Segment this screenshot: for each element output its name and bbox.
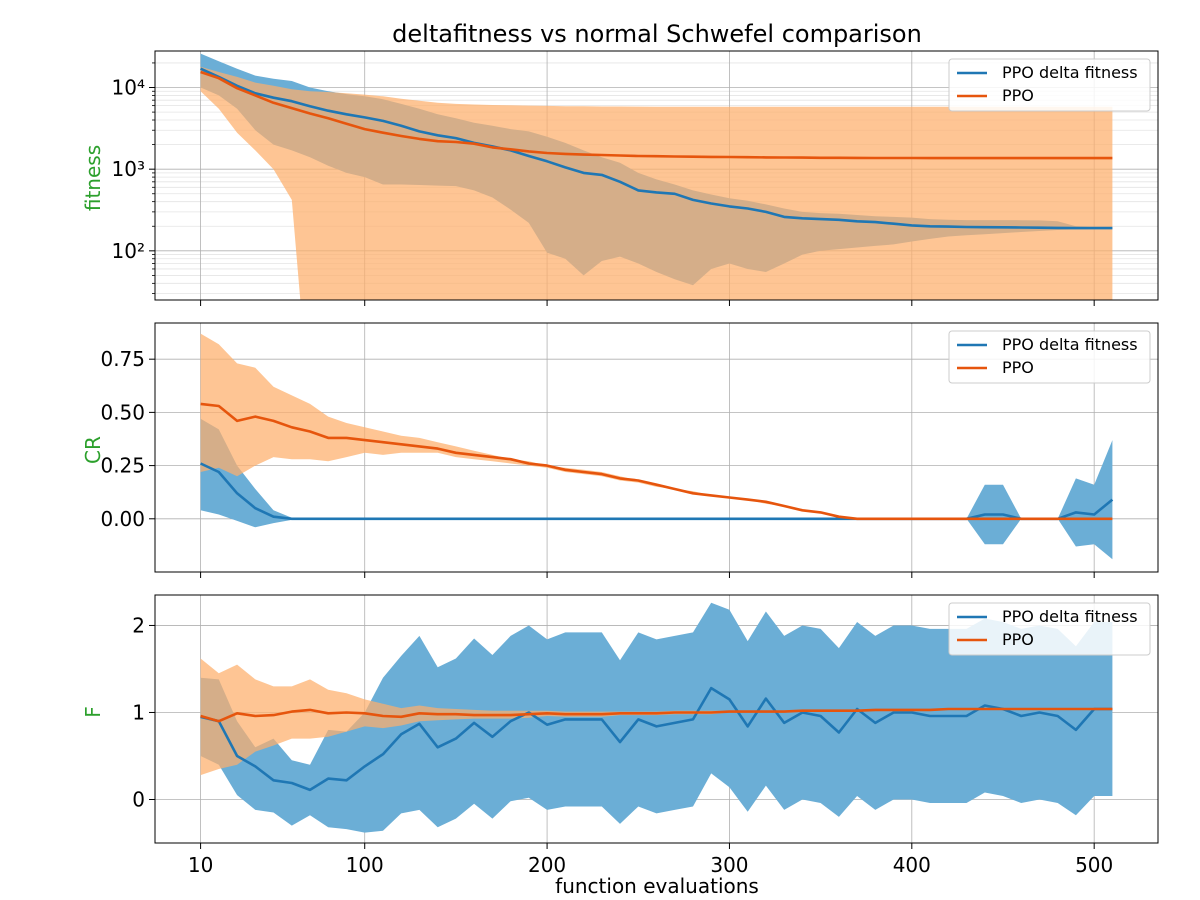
- y-tick-label: 10³: [112, 157, 145, 181]
- y-tick-label: 1: [132, 700, 145, 724]
- plot-area: [200, 333, 1114, 560]
- plot-area: [200, 53, 1113, 300]
- y-axis-label: CR: [81, 436, 105, 464]
- y-tick-label: 10²: [112, 239, 145, 263]
- legend-label: PPO: [1002, 630, 1034, 649]
- y-tick-label: 0.25: [100, 454, 145, 478]
- y-tick-label: 0.75: [100, 347, 145, 371]
- plot-frame: [154, 322, 1159, 573]
- line-ppo: [200, 402, 1113, 521]
- legend: PPO delta fitness PPO: [948, 58, 1151, 112]
- y-tick-label: 0: [132, 787, 145, 811]
- y-axis-label: F: [81, 706, 105, 718]
- x-tick-label: 500: [1075, 853, 1113, 877]
- legend-label: PPO delta fitness: [1002, 607, 1138, 626]
- legend-label: PPO: [1002, 358, 1034, 377]
- line-ppo-delta-fitness: [200, 686, 1113, 792]
- legend: PPO delta fitness PPO: [948, 330, 1151, 384]
- plot-frame: [154, 50, 1159, 301]
- y-tick-label: 0.00: [100, 507, 145, 531]
- x-tick-label: 300: [710, 853, 748, 877]
- line-ppo: [200, 707, 1113, 723]
- x-tick-label: 10: [188, 853, 213, 877]
- legend-box: [948, 58, 1151, 112]
- legend-label: PPO delta fitness: [1002, 335, 1138, 354]
- y-tick-label: 2: [132, 613, 145, 637]
- plot-frame: [154, 594, 1159, 844]
- legend: PPO delta fitness PPO: [948, 602, 1151, 656]
- y-tick-label: 0.50: [100, 400, 145, 424]
- x-tick-label: 400: [893, 853, 931, 877]
- chart-title: deltafitness vs normal Schwefel comparis…: [392, 20, 922, 48]
- x-tick-label: 200: [528, 853, 566, 877]
- legend-label: PPO delta fitness: [1002, 63, 1138, 82]
- subplot-cr: 0.00 0.25 0.50 0.75 CR PPO delta fitness PPO: [81, 322, 1159, 578]
- subplot-fitness: 10² 10³ 10⁴ fitness PPO delta fitness PPO: [81, 50, 1159, 306]
- band-ppo-delta-fitness: [200, 602, 1113, 833]
- x-axis-label: function evaluations: [555, 874, 759, 898]
- band-ppo: [200, 66, 1113, 300]
- legend-label: PPO: [1002, 86, 1034, 105]
- line-ppo: [200, 70, 1113, 160]
- legend-box: [948, 602, 1151, 656]
- plot-area: [200, 602, 1113, 833]
- x-tick-label: 100: [346, 853, 384, 877]
- legend-box: [948, 330, 1151, 384]
- y-tick-label: 10⁴: [112, 76, 145, 100]
- line-ppo-delta-fitness: [200, 67, 1113, 230]
- y-axis-label: fitness: [81, 145, 105, 211]
